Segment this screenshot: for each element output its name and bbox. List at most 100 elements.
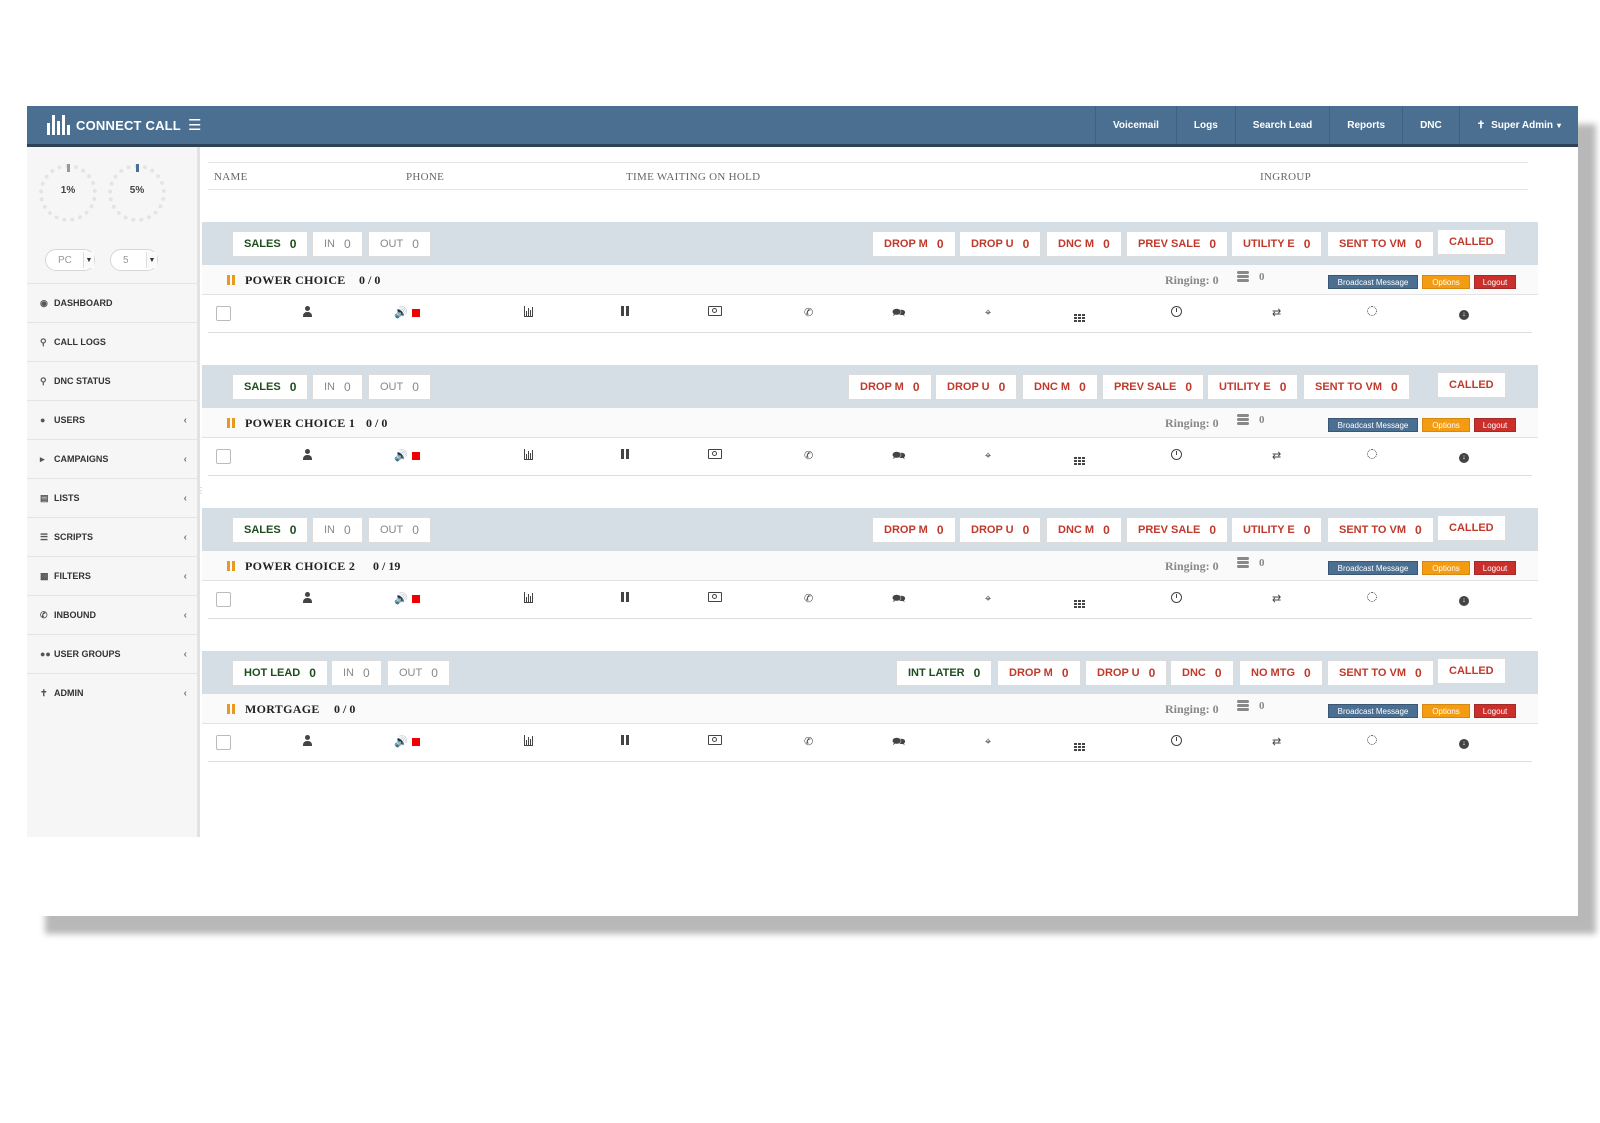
stat-chip-prev-sale[interactable]: PREV SALE 0: [1102, 374, 1205, 400]
crosshairs-icon[interactable]: ⌖: [985, 593, 992, 605]
circle-dashed-icon[interactable]: [1367, 735, 1377, 749]
random-icon[interactable]: ⇄: [1272, 307, 1282, 319]
bar-chart-icon[interactable]: [524, 449, 533, 463]
phone-icon[interactable]: ✆: [804, 593, 814, 605]
stat-chip-drop-m[interactable]: DROP M 0: [848, 374, 932, 400]
download-icon[interactable]: ↓: [1459, 735, 1469, 749]
grid-icon[interactable]: [1074, 306, 1085, 322]
comments-icon[interactable]: 🗪: [892, 736, 906, 748]
clock-icon[interactable]: [1171, 449, 1182, 464]
sidebar-item-campaigns[interactable]: ▸ CAMPAIGNS ‹: [27, 439, 197, 478]
broadcast-message-button[interactable]: Broadcast Message: [1328, 561, 1418, 575]
comments-icon[interactable]: 🗪: [892, 450, 906, 462]
stat-chip-drop-u[interactable]: DROP U 0: [959, 231, 1042, 257]
circle-dashed-icon[interactable]: [1367, 449, 1377, 463]
stat-chip-sent-to-vm[interactable]: SENT TO VM 0: [1327, 517, 1434, 543]
phone-icon[interactable]: ✆: [804, 307, 814, 319]
pause-icon[interactable]: [621, 306, 629, 320]
row-checkbox[interactable]: [216, 735, 231, 750]
crosshairs-icon[interactable]: ⌖: [985, 736, 992, 748]
sidebar-item-dashboard[interactable]: ◉ DASHBOARD: [27, 283, 197, 322]
random-icon[interactable]: ⇄: [1272, 593, 1282, 605]
stat-chip-drop-m[interactable]: DROP M 0: [872, 517, 956, 543]
bar-chart-icon[interactable]: [524, 306, 533, 320]
nav-super-admin[interactable]: ✝ Super Admin ▾: [1458, 106, 1578, 144]
stat-chip-out[interactable]: OUT 0: [368, 517, 431, 543]
sidebar-item-admin[interactable]: ✝ ADMIN ‹: [27, 673, 197, 712]
sidebar-item-scripts[interactable]: ☰ SCRIPTS ‹: [27, 517, 197, 556]
pause-icon[interactable]: [227, 275, 237, 285]
sidebar-item-inbound[interactable]: ✆ INBOUND ‹: [27, 595, 197, 634]
stat-chip-sales[interactable]: SALES 0: [232, 517, 309, 543]
logout-button[interactable]: Logout: [1474, 561, 1516, 575]
stat-chip-called[interactable]: CALLED: [1437, 658, 1506, 684]
stat-chip-dnc-m[interactable]: DNC M 0: [1022, 374, 1098, 400]
clock-icon[interactable]: [1171, 735, 1182, 750]
options-button[interactable]: Options: [1422, 561, 1470, 575]
row-checkbox[interactable]: [216, 592, 231, 607]
hamburger-icon[interactable]: ☰: [188, 117, 202, 134]
broadcast-message-button[interactable]: Broadcast Message: [1328, 275, 1418, 289]
grid-icon[interactable]: [1074, 449, 1085, 465]
grid-icon[interactable]: [1074, 735, 1085, 751]
money-icon[interactable]: [708, 592, 722, 606]
stat-chip-in[interactable]: IN 0: [312, 231, 363, 257]
stat-chip-prev-sale[interactable]: PREV SALE 0: [1126, 517, 1229, 543]
logout-button[interactable]: Logout: [1474, 275, 1516, 289]
brand-logo[interactable]: CONNECT CALL: [47, 106, 181, 144]
stat-chip-int-later[interactable]: INT LATER 0: [896, 660, 993, 686]
stat-chip-dnc[interactable]: DNC 0: [1170, 660, 1234, 686]
sidebar-item-filters[interactable]: ▩ FILTERS ‹: [27, 556, 197, 595]
stat-chip-dnc-m[interactable]: DNC M 0: [1046, 231, 1122, 257]
download-icon[interactable]: ↓: [1459, 449, 1469, 463]
volume-icon[interactable]: 🔊: [394, 449, 420, 463]
stat-chip-in[interactable]: IN 0: [312, 517, 363, 543]
pause-icon[interactable]: [227, 561, 237, 571]
stat-chip-out[interactable]: OUT 0: [387, 660, 450, 686]
volume-icon[interactable]: 🔊: [394, 592, 420, 606]
stat-chip-prev-sale[interactable]: PREV SALE 0: [1126, 231, 1229, 257]
stat-chip-utility-e[interactable]: UTILITY E 0: [1207, 374, 1299, 400]
stat-chip-out[interactable]: OUT 0: [368, 374, 431, 400]
sidebar-item-lists[interactable]: ▤ LISTS ‹: [27, 478, 197, 517]
broadcast-message-button[interactable]: Broadcast Message: [1328, 418, 1418, 432]
stat-chip-hot-lead[interactable]: HOT LEAD 0: [232, 660, 328, 686]
nav-voicemail[interactable]: Voicemail: [1094, 106, 1176, 144]
user-icon[interactable]: [303, 592, 312, 607]
user-icon[interactable]: [303, 449, 312, 464]
bar-chart-icon[interactable]: [524, 735, 533, 749]
grid-icon[interactable]: [1074, 592, 1085, 608]
download-icon[interactable]: ↓: [1459, 306, 1469, 320]
sidebar-item-users[interactable]: ● USERS ‹: [27, 400, 197, 439]
nav-reports[interactable]: Reports: [1329, 106, 1402, 144]
clock-icon[interactable]: [1171, 592, 1182, 607]
random-icon[interactable]: ⇄: [1272, 736, 1282, 748]
bar-chart-icon[interactable]: [524, 592, 533, 606]
user-icon[interactable]: [303, 306, 312, 321]
comments-icon[interactable]: 🗪: [892, 307, 906, 319]
options-button[interactable]: Options: [1422, 418, 1470, 432]
stat-chip-no-mtg[interactable]: NO MTG 0: [1239, 660, 1323, 686]
stat-chip-sent-to-vm[interactable]: SENT TO VM 0: [1303, 374, 1410, 400]
circle-dashed-icon[interactable]: [1367, 306, 1377, 320]
campaign-select[interactable]: PC ▼: [45, 249, 95, 271]
crosshairs-icon[interactable]: ⌖: [985, 307, 992, 319]
money-icon[interactable]: [708, 735, 722, 749]
options-button[interactable]: Options: [1422, 275, 1470, 289]
row-checkbox[interactable]: [216, 306, 231, 321]
clock-icon[interactable]: [1171, 306, 1182, 321]
stat-chip-sales[interactable]: SALES 0: [232, 374, 309, 400]
options-button[interactable]: Options: [1422, 704, 1470, 718]
row-checkbox[interactable]: [216, 449, 231, 464]
sidebar-item-call-logs[interactable]: ⚲ CALL LOGS: [27, 322, 197, 361]
stat-chip-out[interactable]: OUT 0: [368, 231, 431, 257]
comments-icon[interactable]: 🗪: [892, 593, 906, 605]
crosshairs-icon[interactable]: ⌖: [985, 450, 992, 462]
stat-chip-called[interactable]: CALLED: [1437, 515, 1506, 541]
money-icon[interactable]: [708, 306, 722, 320]
stat-chip-called[interactable]: CALLED: [1437, 229, 1506, 255]
user-icon[interactable]: [303, 735, 312, 750]
nav-dnc[interactable]: DNC: [1402, 106, 1459, 144]
random-icon[interactable]: ⇄: [1272, 450, 1282, 462]
stat-chip-called[interactable]: CALLED: [1437, 372, 1506, 398]
